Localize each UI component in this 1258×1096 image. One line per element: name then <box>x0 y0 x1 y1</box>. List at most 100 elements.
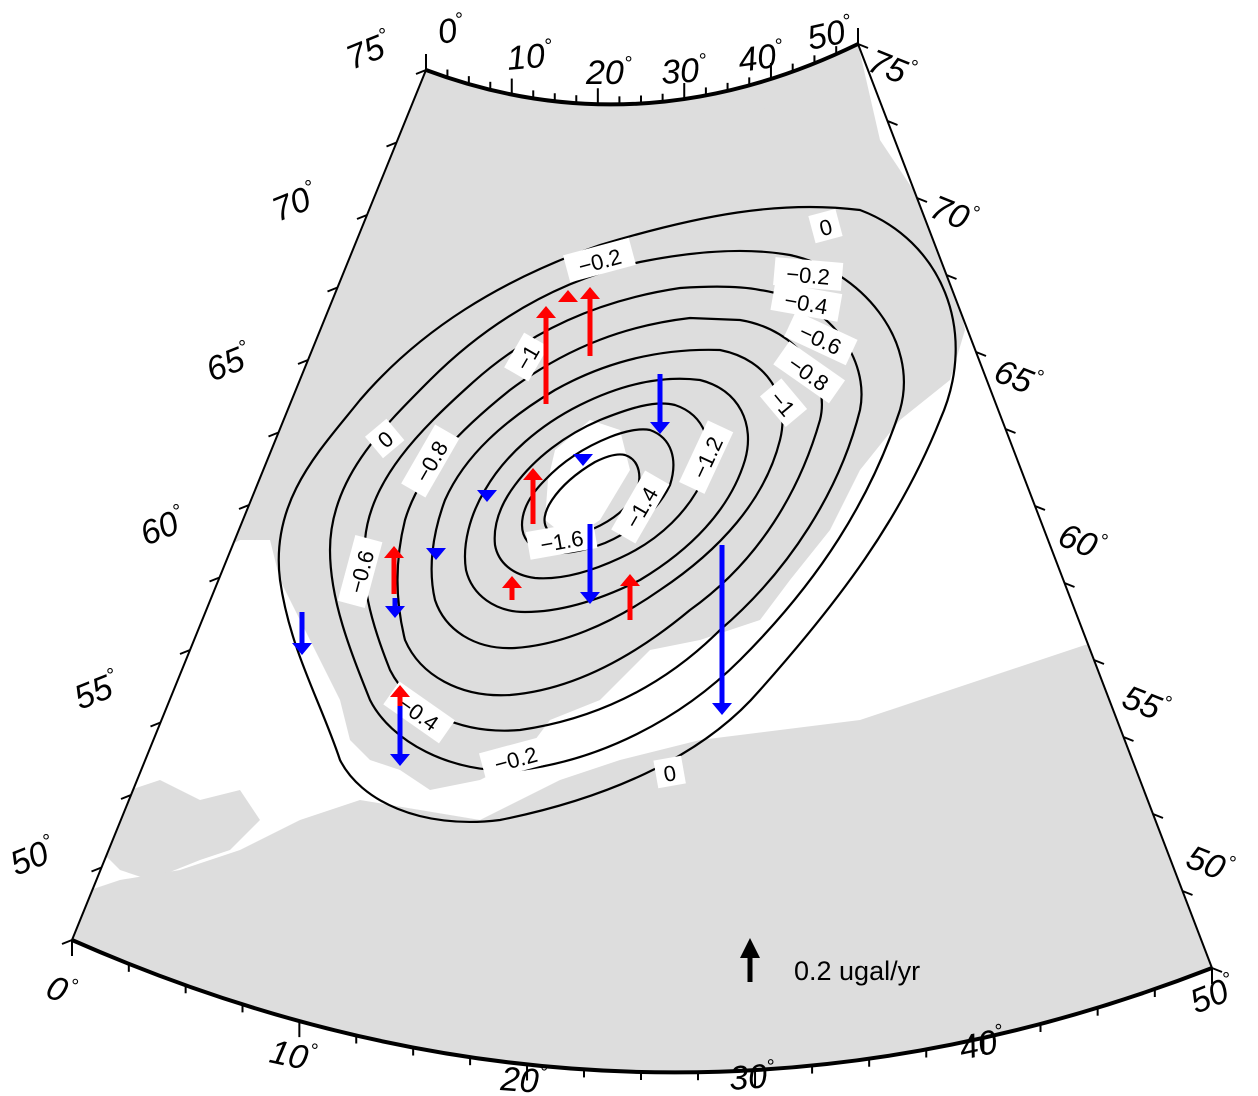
frame-bottom-arc <box>71 938 1213 1075</box>
tick-right <box>1182 890 1193 896</box>
lon-label-bottom-10: 10° <box>266 1032 319 1080</box>
vector-head <box>384 546 404 558</box>
contour-label-text: −0.2 <box>785 261 830 290</box>
contour-minus-0.8 <box>430 348 784 650</box>
gravity-vector-down <box>426 548 446 560</box>
uk-land <box>90 780 260 880</box>
tick-right <box>1093 659 1105 665</box>
contour-minus-1 <box>463 377 750 614</box>
scale-legend: 0.2 ugal/yr <box>740 938 920 986</box>
lat-label-left-55: 55° <box>68 664 125 717</box>
gulf-bothnia <box>545 420 630 540</box>
legend-label: 0.2 ugal/yr <box>794 956 920 986</box>
lat-label-right-50: 50° <box>1181 837 1238 890</box>
vector-head <box>536 306 556 318</box>
contour-minus-0.6 <box>396 316 823 697</box>
vector-head <box>580 592 600 604</box>
contour-label-text: 0 <box>662 760 678 787</box>
tick-right <box>946 274 957 280</box>
vector-head <box>477 490 497 502</box>
vector-head <box>390 754 410 766</box>
gravity-vector-down <box>573 454 593 466</box>
contour-label-0-bottom: 0 <box>653 755 686 789</box>
gravity-vector-down <box>477 490 497 502</box>
tick-right <box>887 120 898 126</box>
svalbard-land <box>640 92 765 128</box>
tick-left <box>209 576 220 583</box>
contour-label-0-top: 0 <box>808 208 843 244</box>
tick-left <box>150 721 161 728</box>
gravity-vector-down <box>385 598 405 618</box>
gravity-vector-up <box>580 287 600 356</box>
contour-label-minus0.2-right: −0.2 <box>773 257 844 291</box>
tick-right <box>1123 736 1134 742</box>
tick-right <box>1034 505 1046 511</box>
tick-right <box>975 351 987 357</box>
tick-right <box>1152 813 1164 819</box>
tick-left <box>120 794 132 800</box>
tick-right <box>916 197 928 203</box>
gravity-vector-down <box>580 524 600 604</box>
gravity-vector-up <box>502 576 522 600</box>
lat-label-left-70: 70° <box>266 176 323 229</box>
vector-head <box>426 548 446 560</box>
tick-left <box>386 141 397 148</box>
vector-head <box>523 468 543 480</box>
tick-left <box>268 431 279 438</box>
contour-minus-0.2 <box>328 249 905 772</box>
gravity-vector-up <box>384 546 404 594</box>
tick-right <box>857 43 869 49</box>
lat-label-right-60: 60° <box>1053 515 1110 568</box>
tick-right <box>1211 967 1223 973</box>
contour-0 <box>277 205 957 824</box>
gravity-vector-down <box>390 706 410 766</box>
frame-ticks <box>61 28 1223 1087</box>
gravity-vector-up <box>523 468 543 524</box>
tick-right <box>1005 428 1016 434</box>
tick-left <box>327 286 338 293</box>
gravity-vector-down <box>650 374 670 434</box>
tick-left <box>91 866 102 873</box>
europe-land <box>72 600 1212 1073</box>
lat-label-left-60: 60° <box>134 500 191 553</box>
vector-head <box>650 422 670 434</box>
lon-label-bottom-20: 20° <box>498 1059 547 1096</box>
gravity-vector-up <box>620 574 640 620</box>
contour-label-0-left: 0 <box>364 418 405 459</box>
gravity-vectors <box>292 287 732 766</box>
lon-label-top-20: 20° <box>585 53 632 92</box>
legend-arrow-icon <box>740 938 760 982</box>
lat-label-right-55: 55° <box>1117 677 1174 730</box>
lon-label-bottom-0: 0° <box>41 967 81 1013</box>
lon-label-top-40: 40° <box>736 35 787 80</box>
lon-label-top-0: 0° <box>435 9 468 52</box>
tick-left <box>415 69 427 75</box>
vector-head <box>712 703 732 715</box>
vector-head <box>502 576 522 588</box>
gravity-vector-up <box>536 306 556 404</box>
vector-head <box>573 454 593 466</box>
lon-label-top-30: 30° <box>660 50 708 92</box>
lat-label-right-70: 70° <box>925 187 982 240</box>
tick-left <box>356 214 368 220</box>
gravity-vector-up <box>558 290 578 302</box>
gravity-vector-down <box>712 545 732 715</box>
gravity-vector-down <box>292 612 312 655</box>
vector-head <box>385 606 405 618</box>
contour-lines <box>277 205 957 824</box>
top-longitude-labels: 0° 10° 20° 30° 40° 50° <box>435 9 853 92</box>
vector-head <box>580 287 600 299</box>
lat-label-left-65: 65° <box>200 336 257 389</box>
tick-left <box>297 359 309 365</box>
tick-right <box>1064 582 1075 588</box>
vector-head <box>558 290 578 302</box>
lat-label-left-50: 50° <box>4 830 61 883</box>
vector-head <box>390 685 410 697</box>
contour-labels: 0 −0.2 −0.2 −0.4 −0.6 −0.8 −1 −1.2 <box>337 208 858 789</box>
tick-left <box>238 504 250 510</box>
lat-label-right-65: 65° <box>989 351 1046 404</box>
tick-left <box>179 649 191 655</box>
lat-label-left-75: 75° <box>340 24 397 77</box>
tick-left <box>61 939 73 945</box>
